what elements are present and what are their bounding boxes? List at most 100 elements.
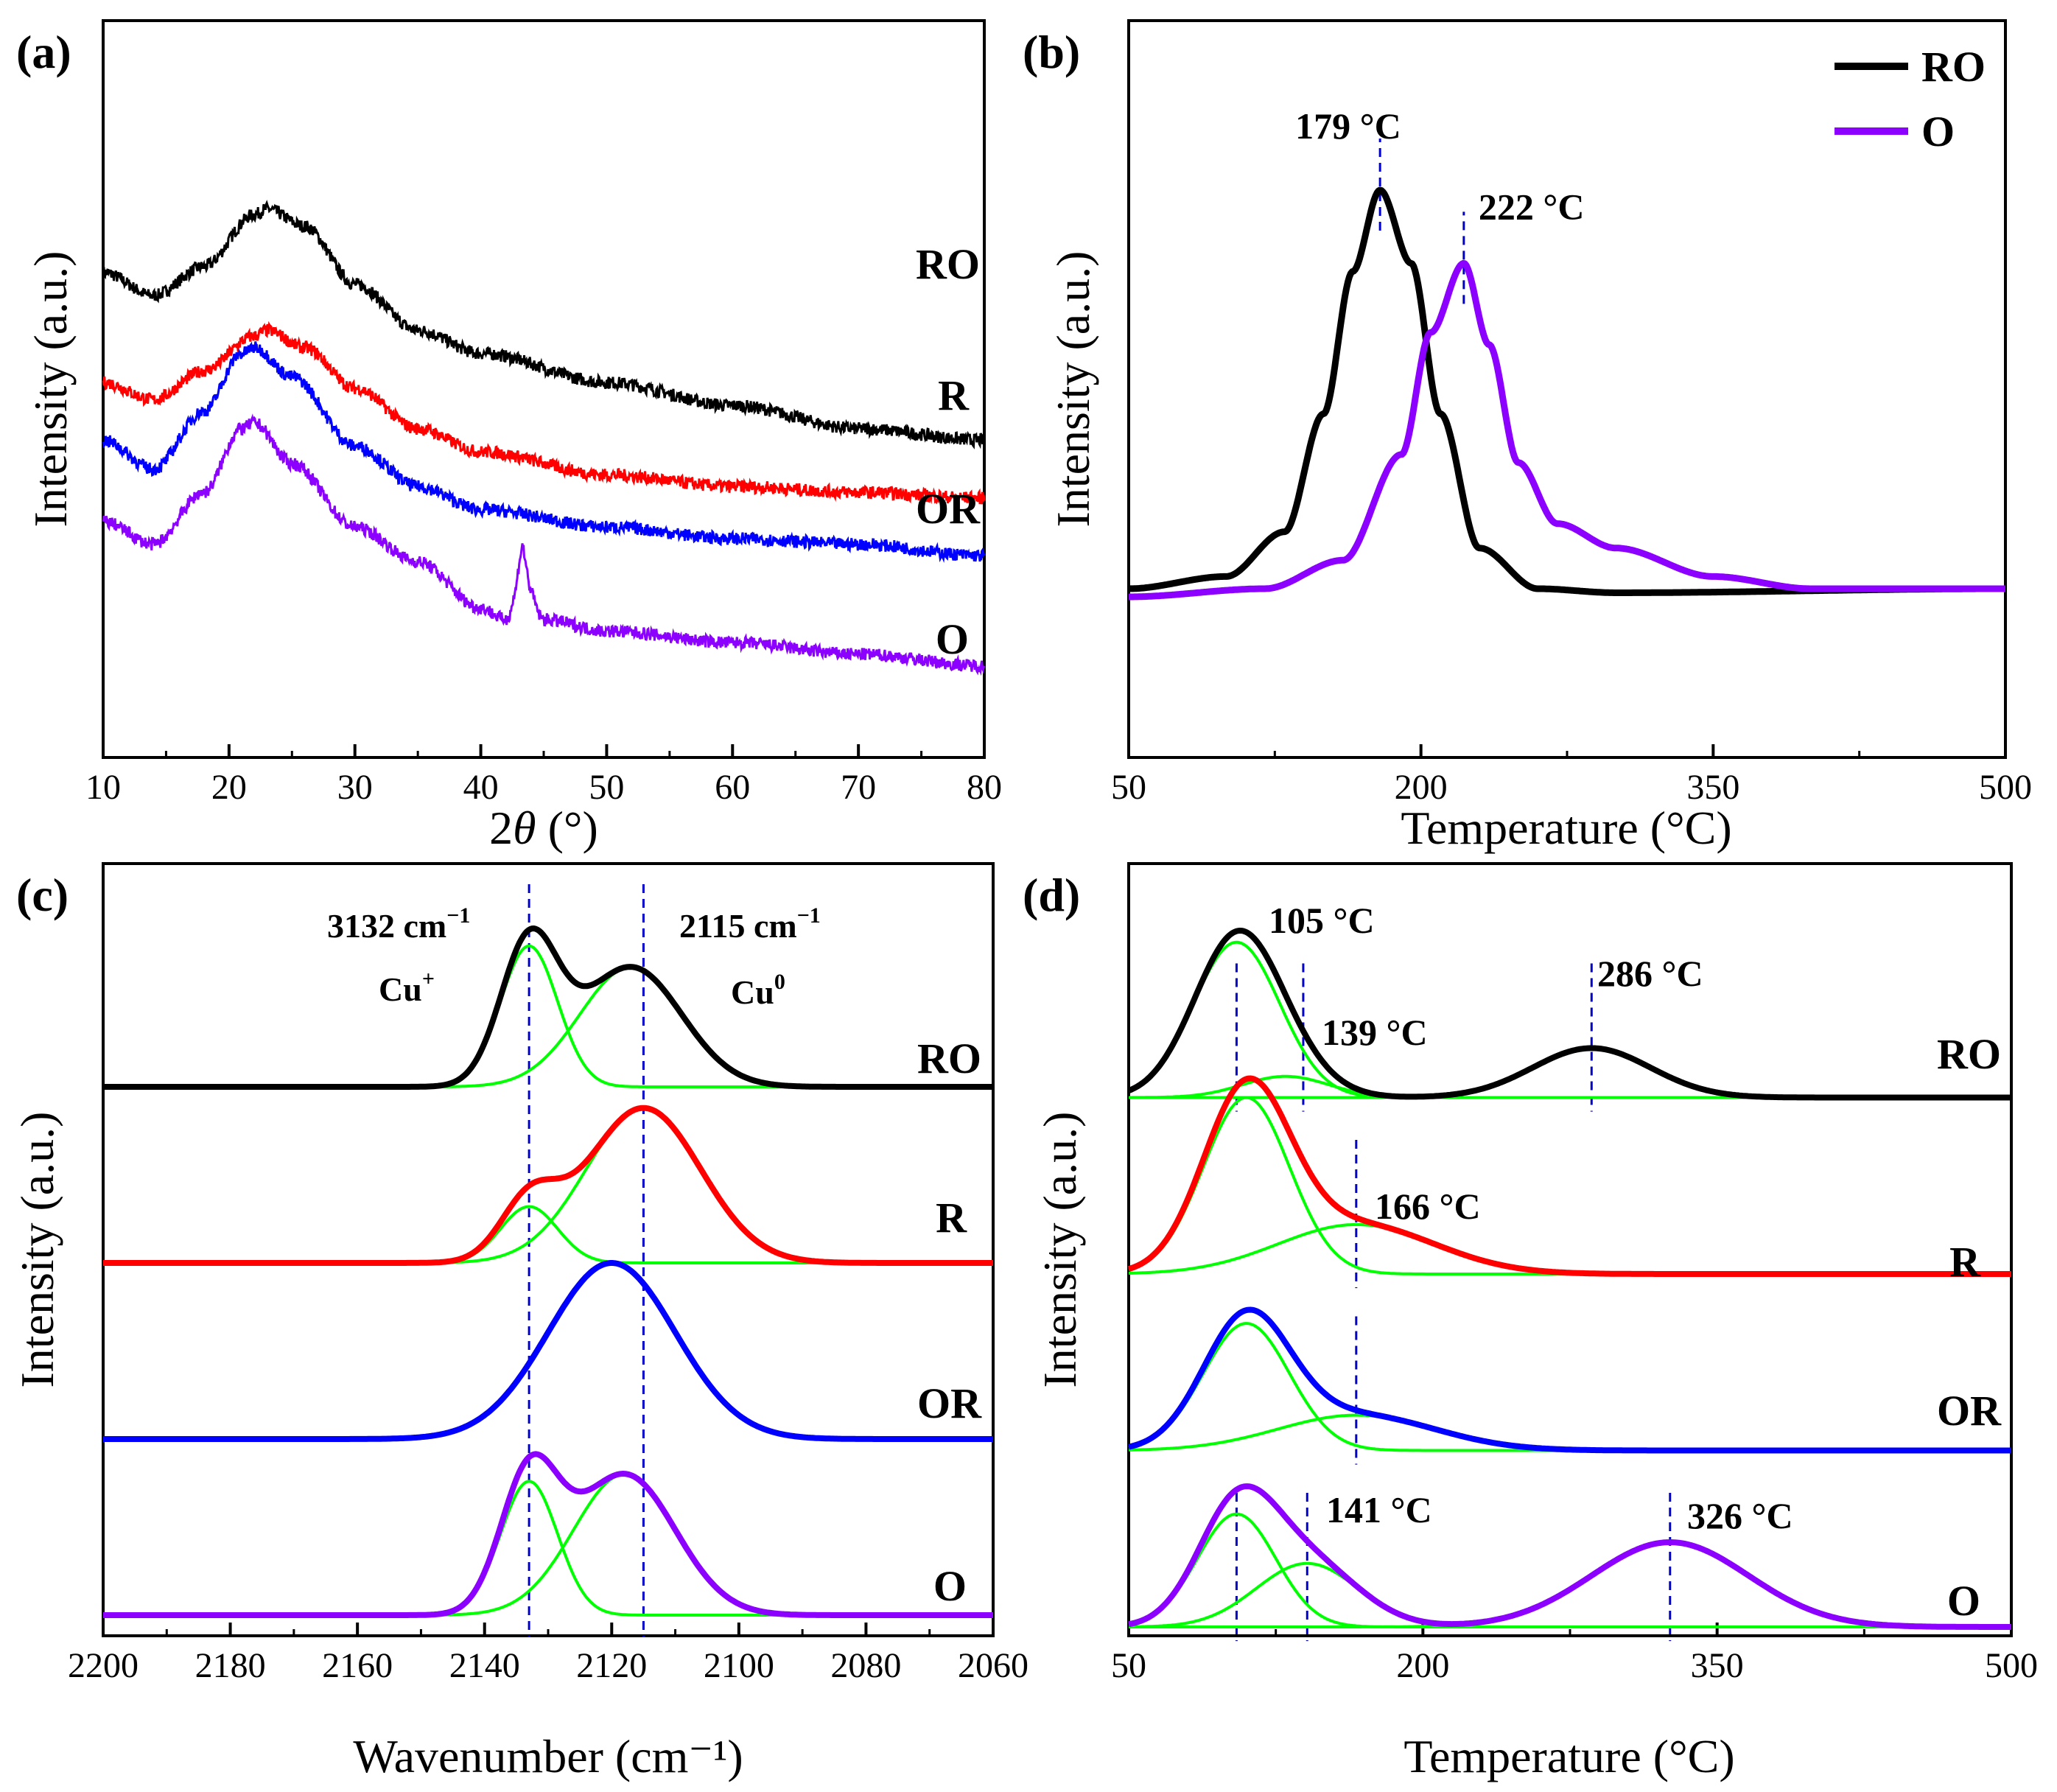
panel-c-curves — [102, 925, 995, 1618]
legend-label-RO: RO — [1921, 43, 1986, 91]
x-tick-label: 60 — [715, 768, 750, 807]
tpd-curve-O — [1126, 259, 2008, 601]
panel-d-reference-lines — [1235, 963, 1672, 1642]
panel-d-annot-141: 141 °C — [1326, 1489, 1432, 1530]
panel-c-frame — [102, 862, 995, 1637]
fit-component-OR-1 — [1128, 1413, 2011, 1452]
panel-c-label-O: O — [933, 1562, 967, 1610]
panel-a-curves — [102, 200, 986, 676]
x-tick-label: 350 — [1686, 768, 1739, 807]
fit-envelope-OR — [102, 1260, 995, 1442]
fit-component-R-0 — [103, 1205, 993, 1264]
xrd-curve-R — [102, 321, 986, 505]
fit-component-RO-0 — [103, 944, 993, 1088]
panel-b-xlabel: Temperature (°C) — [1401, 802, 1731, 854]
panel-a-xlabel: 2θ (°) — [489, 802, 598, 854]
panel-a: 10 20 30 40 50 60 70 80 (a) Intensity (a.u.) 2θ… — [16, 19, 1002, 854]
peak-annotation: 222 °C — [1479, 186, 1585, 227]
x-tick-label: 2140 — [449, 1646, 520, 1685]
fit-envelope-O — [102, 1451, 995, 1618]
panel-c-annot-cu0-wavenumber: 2115 cm−1 — [679, 903, 821, 945]
panel-a-x-ticks: 10 20 30 40 50 60 70 80 — [85, 744, 1002, 807]
fit-component-R-1 — [1128, 1222, 2011, 1275]
panel-c-annot-cu0: Cu0 — [731, 970, 785, 1011]
panel-c-reference-lines — [528, 884, 645, 1637]
panel-b-label: (b) — [1023, 26, 1080, 78]
xrd-curve-RO — [102, 200, 985, 449]
panel-c: 2200 2180 2160 2140 2120 2100 2080 2060 (c) Int… — [11, 862, 1028, 1782]
fit-component-O-0 — [103, 1480, 993, 1617]
panel-b-x-ticks: 50 200 350 500 — [1111, 744, 2032, 807]
fit-component-O-1 — [103, 1472, 993, 1617]
fit-envelope-R — [1127, 1075, 2013, 1277]
x-tick-label: 70 — [841, 768, 876, 807]
fit-component-RO-0 — [1128, 940, 2011, 1099]
panel-d-label: (d) — [1023, 869, 1080, 921]
panel-d-label-RO: RO — [1937, 1030, 2001, 1078]
x-tick-label: 2180 — [195, 1646, 266, 1685]
panel-a-frame — [102, 19, 986, 759]
panel-b-annotations: 179 °C 222 °C — [1295, 105, 1584, 304]
x-tick-label: 10 — [85, 768, 121, 807]
x-tick-label: 200 — [1395, 768, 1448, 807]
panel-d-annot-166: 166 °C — [1375, 1186, 1481, 1227]
panel-a-label-RO: RO — [916, 240, 980, 288]
xrd-curve-OR — [102, 341, 986, 563]
x-tick-label: 80 — [967, 768, 1002, 807]
panel-c-annot-cu-plus-wavenumber: 3132 cm−1 — [327, 903, 470, 945]
x-tick-label: 50 — [589, 768, 624, 807]
panel-d-label-R: R — [1949, 1238, 1981, 1286]
x-tick-label: 50 — [1111, 768, 1146, 807]
panel-d-xlabel: Temperature (°C) — [1404, 1730, 1734, 1782]
panel-d: 50 200 350 500 (d) Intensity (a.u.) Tempera… — [1023, 862, 2038, 1782]
x-tick-label: 500 — [1985, 1646, 2038, 1685]
panel-c-ylabel: Intensity (a.u.) — [11, 1112, 63, 1388]
panel-a-ylabel: Intensity (a.u.) — [24, 251, 77, 528]
panel-c-label-R: R — [936, 1194, 967, 1242]
panel-d-ylabel: Intensity (a.u.) — [1034, 1112, 1086, 1388]
x-tick-label: 500 — [1979, 768, 2032, 807]
panel-c-label: (c) — [16, 869, 69, 921]
panel-a-label-R: R — [938, 371, 970, 419]
panel-c-x-ticks: 2200 2180 2160 2140 2120 2100 2080 2060 — [68, 1623, 1028, 1685]
panel-a-label: (a) — [16, 26, 71, 78]
panel-d-annot-105: 105 °C — [1269, 900, 1375, 941]
x-tick-label: 2200 — [68, 1646, 139, 1685]
fit-envelope-R — [102, 1105, 995, 1266]
fit-component-R-0 — [1128, 1096, 2011, 1275]
panel-c-label-RO: RO — [917, 1035, 981, 1082]
panel-a-label-OR: OR — [916, 485, 981, 533]
x-tick-label: 50 — [1111, 1646, 1146, 1685]
fit-component-RO-1 — [103, 965, 993, 1088]
x-tick-label: 2120 — [576, 1646, 647, 1685]
x-tick-label: 2080 — [830, 1646, 901, 1685]
panel-d-label-O: O — [1947, 1577, 1980, 1625]
fit-component-O-0 — [1128, 1512, 2011, 1628]
panel-c-label-OR: OR — [917, 1379, 982, 1427]
x-tick-label: 350 — [1691, 1646, 1744, 1685]
panel-a-label-O: O — [936, 615, 969, 663]
xrd-curve-O — [102, 413, 986, 676]
panel-d-annot-286: 286 °C — [1597, 953, 1703, 994]
peak-annotation: 179 °C — [1295, 105, 1401, 147]
fit-envelope-RO — [1127, 928, 2013, 1101]
x-tick-label: 2100 — [704, 1646, 774, 1685]
panel-c-annot-cu-plus: Cu+ — [379, 967, 435, 1008]
fit-component-OR-0 — [1128, 1322, 2011, 1452]
panel-d-annot-326: 326 °C — [1687, 1495, 1793, 1536]
panel-d-annot-139: 139 °C — [1322, 1012, 1428, 1053]
panel-d-curves — [1127, 928, 2013, 1630]
panel-b: 50 200 350 500 179 °C 222 °C (b) Intensity (… — [1023, 19, 2032, 854]
panel-b-ylabel: Intensity (a.u.) — [1047, 251, 1099, 528]
x-tick-label: 20 — [211, 768, 247, 807]
panel-d-x-ticks: 50 200 350 500 — [1111, 1623, 2038, 1685]
panel-d-label-OR: OR — [1937, 1387, 2002, 1435]
panel-c-xlabel: Wavenumber (cm⁻¹) — [353, 1730, 743, 1782]
fit-component-O-1 — [1129, 1561, 2011, 1628]
panel-b-legend: RO O — [1835, 43, 1986, 155]
x-tick-label: 2160 — [322, 1646, 393, 1685]
tpd-curve-RO — [1126, 186, 2008, 596]
x-tick-label: 2060 — [958, 1646, 1028, 1685]
fit-component-R-1 — [103, 1106, 993, 1264]
